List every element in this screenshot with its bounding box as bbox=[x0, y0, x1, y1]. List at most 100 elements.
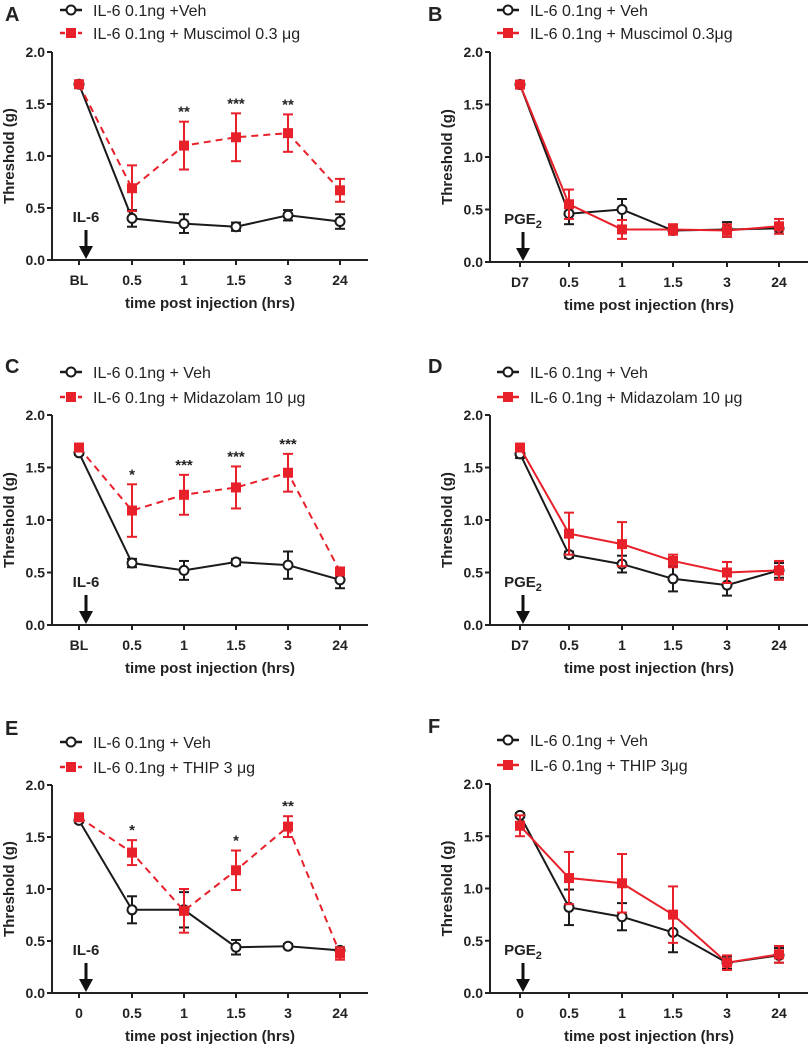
panel-f: F 0.0 0.5 1.0 1.5 2.0 0 0.5 1 1.5 3 24 time post inj… bbox=[428, 716, 808, 1045]
y-tick-label: 1.5 bbox=[464, 460, 484, 476]
data-point bbox=[127, 847, 137, 858]
data-point bbox=[282, 559, 294, 571]
series-line bbox=[78, 446, 341, 572]
panel-a: A 0.0 0.5 1.0 1.5 2.0 BL 0.5 1 1.5 3 24 time post in… bbox=[1, 3, 368, 312]
series-line bbox=[78, 819, 341, 952]
y-tick-label: 1.0 bbox=[464, 881, 484, 897]
legend-marker bbox=[503, 28, 513, 38]
y-tick-label: 2.0 bbox=[26, 777, 46, 793]
data-point bbox=[617, 878, 627, 889]
series-line bbox=[78, 83, 341, 228]
injection-label-text: IL-6 bbox=[73, 942, 100, 959]
x-tick-label: 1 bbox=[618, 274, 626, 290]
x-tick-label: 0 bbox=[75, 1005, 83, 1021]
x-tick-label: 24 bbox=[332, 272, 348, 288]
panel-d: D 0.0 0.5 1.0 1.5 2.0 D7 0.5 1 1.5 3 24 time post in… bbox=[428, 356, 808, 677]
x-axis-title: time post injection (hrs) bbox=[564, 660, 734, 677]
significance-marker: ** bbox=[282, 798, 294, 815]
x-tick-label: 1.5 bbox=[226, 637, 246, 653]
legend-marker bbox=[503, 760, 513, 770]
legend-label: IL-6 0.1ng + THIP 3μg bbox=[530, 758, 688, 775]
panel-letter: E bbox=[5, 718, 18, 740]
injection-label: PGE2 bbox=[504, 574, 542, 594]
panel-letter: C bbox=[5, 356, 19, 378]
x-tick-label: 0.5 bbox=[559, 1005, 579, 1021]
x-tick-label: 0.5 bbox=[122, 1005, 142, 1021]
series-drug: IL-6 0.1ng + Muscimol 0.3 μg bbox=[60, 26, 345, 213]
arrow-down-icon bbox=[79, 979, 93, 992]
data-point bbox=[774, 221, 784, 232]
x-tick-label: 1.5 bbox=[226, 1005, 246, 1021]
x-tick-label: 0.5 bbox=[559, 274, 579, 290]
data-point bbox=[178, 564, 190, 576]
data-point bbox=[283, 128, 293, 139]
x-tick-label: 3 bbox=[284, 1005, 292, 1021]
data-point bbox=[335, 185, 345, 196]
data-point bbox=[127, 183, 137, 194]
series-drug: IL-6 0.1ng + Midazolam 10 μg bbox=[497, 390, 784, 584]
significance-marker: *** bbox=[227, 448, 245, 465]
injection-label-subscript: 2 bbox=[536, 950, 542, 962]
y-axis-title: Threshold (g) bbox=[1, 108, 18, 204]
data-point bbox=[334, 574, 346, 586]
data-point bbox=[179, 905, 189, 916]
data-point bbox=[334, 216, 346, 228]
data-point bbox=[231, 865, 241, 876]
legend-marker bbox=[65, 4, 77, 16]
data-point bbox=[564, 528, 574, 539]
x-axis-title: time post injection (hrs) bbox=[125, 295, 295, 312]
y-axis-title: Threshold (g) bbox=[439, 841, 456, 937]
series-drug: IL-6 0.1ng + THIP 3 μg bbox=[60, 760, 345, 961]
data-point bbox=[283, 467, 293, 478]
data-point bbox=[282, 940, 294, 952]
legend-marker bbox=[502, 366, 514, 378]
data-point bbox=[335, 948, 345, 959]
legend-marker bbox=[503, 392, 513, 402]
series-line bbox=[519, 84, 780, 232]
y-tick-label: 1.0 bbox=[464, 149, 484, 165]
significance-marker: *** bbox=[279, 436, 297, 453]
injection-label: IL-6 bbox=[73, 574, 100, 591]
x-tick-label: 1.5 bbox=[226, 272, 246, 288]
arrow-down-icon bbox=[516, 248, 530, 261]
panel-e: E 0.0 0.5 1.0 1.5 2.0 0 0.5 1 1.5 3 24 time post inj… bbox=[1, 718, 368, 1045]
legend-label: IL-6 0.1ng +Veh bbox=[93, 3, 206, 20]
y-tick-label: 0.5 bbox=[26, 933, 46, 949]
y-tick-label: 2.0 bbox=[464, 44, 484, 60]
injection-label-text: IL-6 bbox=[73, 574, 100, 591]
injection-label: IL-6 bbox=[73, 209, 100, 226]
x-tick-label: 1 bbox=[180, 637, 188, 653]
x-tick-label: 24 bbox=[771, 274, 787, 290]
data-point bbox=[515, 79, 525, 90]
data-point bbox=[667, 573, 679, 585]
series-line bbox=[519, 814, 780, 964]
data-point bbox=[126, 557, 138, 569]
y-tick-label: 0.5 bbox=[26, 565, 46, 581]
injection-label-subscript: 2 bbox=[536, 219, 542, 231]
series-vehicle: IL-6 0.1ng +Veh bbox=[60, 3, 346, 234]
data-point bbox=[126, 212, 138, 224]
data-point bbox=[231, 482, 241, 493]
data-point bbox=[616, 204, 628, 215]
y-tick-label: 2.0 bbox=[26, 44, 46, 60]
y-tick-label: 0.0 bbox=[464, 985, 484, 1001]
series-drug: IL-6 0.1ng + Muscimol 0.3μg bbox=[497, 26, 784, 240]
injection-label: PGE2 bbox=[504, 942, 542, 962]
y-tick-label: 0.0 bbox=[26, 985, 46, 1001]
x-tick-label: 0 bbox=[516, 1005, 524, 1021]
significance-marker: * bbox=[233, 833, 239, 850]
series-line bbox=[519, 84, 780, 232]
y-axis-title: Threshold (g) bbox=[439, 472, 456, 568]
series-line bbox=[78, 452, 341, 581]
y-axis-title: Threshold (g) bbox=[439, 109, 456, 205]
legend-marker bbox=[502, 4, 514, 16]
significance-marker: * bbox=[129, 822, 135, 839]
x-tick-label: 0.5 bbox=[559, 637, 579, 653]
x-tick-label: 24 bbox=[332, 637, 348, 653]
x-tick-label: 1.5 bbox=[663, 637, 683, 653]
data-point bbox=[515, 442, 525, 453]
series-drug: IL-6 0.1ng + THIP 3μg bbox=[497, 758, 784, 972]
y-tick-label: 1.5 bbox=[464, 97, 484, 113]
data-point bbox=[230, 941, 242, 953]
